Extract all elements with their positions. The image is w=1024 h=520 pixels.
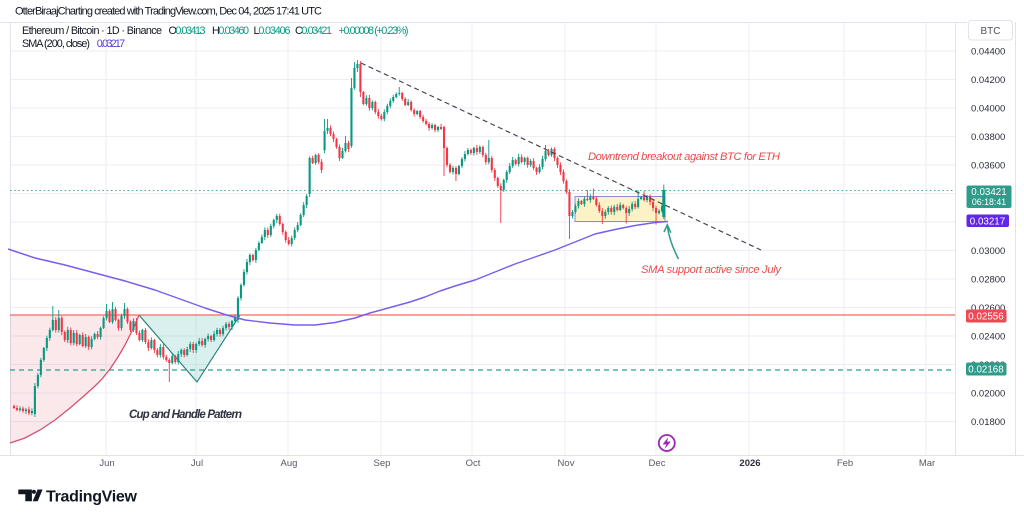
svg-text:Feb: Feb [837, 458, 853, 469]
svg-text:BTC: BTC [981, 26, 1001, 37]
svg-text:TradingView: TradingView [46, 489, 138, 506]
svg-text:+0.00008 (+0.23%): +0.00008 (+0.23%) [339, 25, 409, 37]
svg-text:0.04200: 0.04200 [971, 75, 1005, 86]
svg-text:2026: 2026 [739, 458, 760, 469]
svg-text:SMA (200, close): SMA (200, close) [22, 38, 90, 50]
svg-text:Dec: Dec [649, 458, 666, 469]
svg-text:0.03217: 0.03217 [970, 216, 1005, 227]
svg-text:0.02168: 0.02168 [968, 365, 1004, 376]
svg-text:Jun: Jun [99, 458, 114, 469]
svg-text:0.03800: 0.03800 [971, 132, 1005, 143]
svg-text:Downtrend breakout against BTC: Downtrend breakout against BTC for ETH [588, 151, 781, 163]
svg-text:O0.03413: O0.03413 [169, 25, 206, 37]
svg-text:H0.03460: H0.03460 [212, 25, 249, 37]
svg-text:0.02400: 0.02400 [971, 331, 1005, 342]
svg-text:C0.03421: C0.03421 [295, 25, 332, 37]
svg-text:Aug: Aug [281, 458, 298, 469]
svg-text:Nov: Nov [558, 458, 575, 469]
svg-text:0.04000: 0.04000 [971, 103, 1005, 114]
svg-text:Sep: Sep [374, 458, 391, 469]
svg-text:Ethereum / Bitcoin · 1D · Bina: Ethereum / Bitcoin · 1D · Binance [22, 25, 162, 37]
svg-text:0.03600: 0.03600 [971, 160, 1005, 171]
svg-text:0.02556: 0.02556 [968, 312, 1004, 323]
svg-text:Jul: Jul [191, 458, 203, 469]
svg-text:Oct: Oct [466, 458, 481, 469]
svg-text:SMA support active since July: SMA support active since July [641, 264, 782, 276]
svg-text:0.03421: 0.03421 [971, 187, 1006, 198]
svg-text:06:18:41: 06:18:41 [972, 197, 1006, 207]
svg-text:0.01800: 0.01800 [971, 417, 1005, 428]
svg-text:0.04400: 0.04400 [971, 46, 1005, 57]
svg-text:L0.03406: L0.03406 [254, 25, 291, 37]
svg-text:0.02800: 0.02800 [971, 274, 1005, 285]
svg-text:0.02000: 0.02000 [971, 388, 1005, 399]
svg-text:OtterBiraajCharting created wi: OtterBiraajCharting created with Trading… [15, 6, 322, 18]
svg-text:0.03217: 0.03217 [97, 38, 126, 50]
svg-text:0.03000: 0.03000 [971, 246, 1005, 257]
svg-text:Mar: Mar [919, 458, 935, 469]
svg-text:Cup and Handle Pattern: Cup and Handle Pattern [129, 409, 242, 421]
svg-text:0.02600: 0.02600 [971, 303, 1005, 314]
